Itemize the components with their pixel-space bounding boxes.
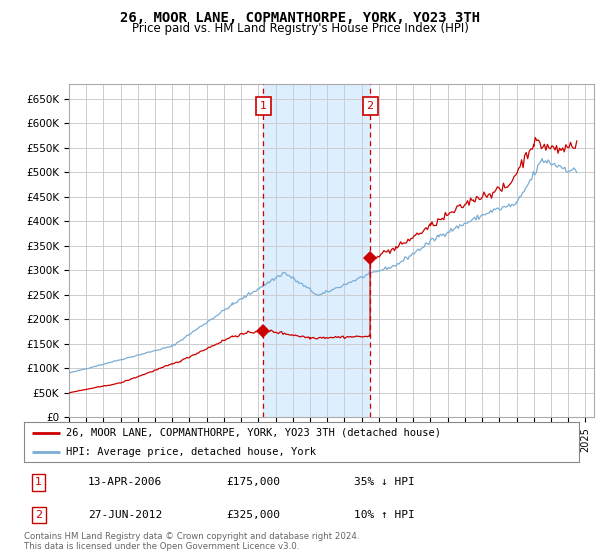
Text: 1: 1 bbox=[35, 477, 42, 487]
Text: Contains HM Land Registry data © Crown copyright and database right 2024.
This d: Contains HM Land Registry data © Crown c… bbox=[24, 532, 359, 552]
Text: £175,000: £175,000 bbox=[227, 477, 281, 487]
Text: 35% ↓ HPI: 35% ↓ HPI bbox=[354, 477, 415, 487]
Text: 10% ↑ HPI: 10% ↑ HPI bbox=[354, 510, 415, 520]
Text: 26, MOOR LANE, COPMANTHORPE, YORK, YO23 3TH (detached house): 26, MOOR LANE, COPMANTHORPE, YORK, YO23 … bbox=[65, 428, 440, 438]
Text: 26, MOOR LANE, COPMANTHORPE, YORK, YO23 3TH: 26, MOOR LANE, COPMANTHORPE, YORK, YO23 … bbox=[120, 11, 480, 25]
Bar bbox=[263, 84, 370, 417]
Text: £325,000: £325,000 bbox=[227, 510, 281, 520]
Text: HPI: Average price, detached house, York: HPI: Average price, detached house, York bbox=[65, 447, 316, 457]
Text: Price paid vs. HM Land Registry's House Price Index (HPI): Price paid vs. HM Land Registry's House … bbox=[131, 22, 469, 35]
Text: 27-JUN-2012: 27-JUN-2012 bbox=[88, 510, 162, 520]
Text: 2: 2 bbox=[35, 510, 42, 520]
Text: 2: 2 bbox=[367, 101, 374, 111]
Text: 1: 1 bbox=[260, 101, 266, 111]
Text: 13-APR-2006: 13-APR-2006 bbox=[88, 477, 162, 487]
